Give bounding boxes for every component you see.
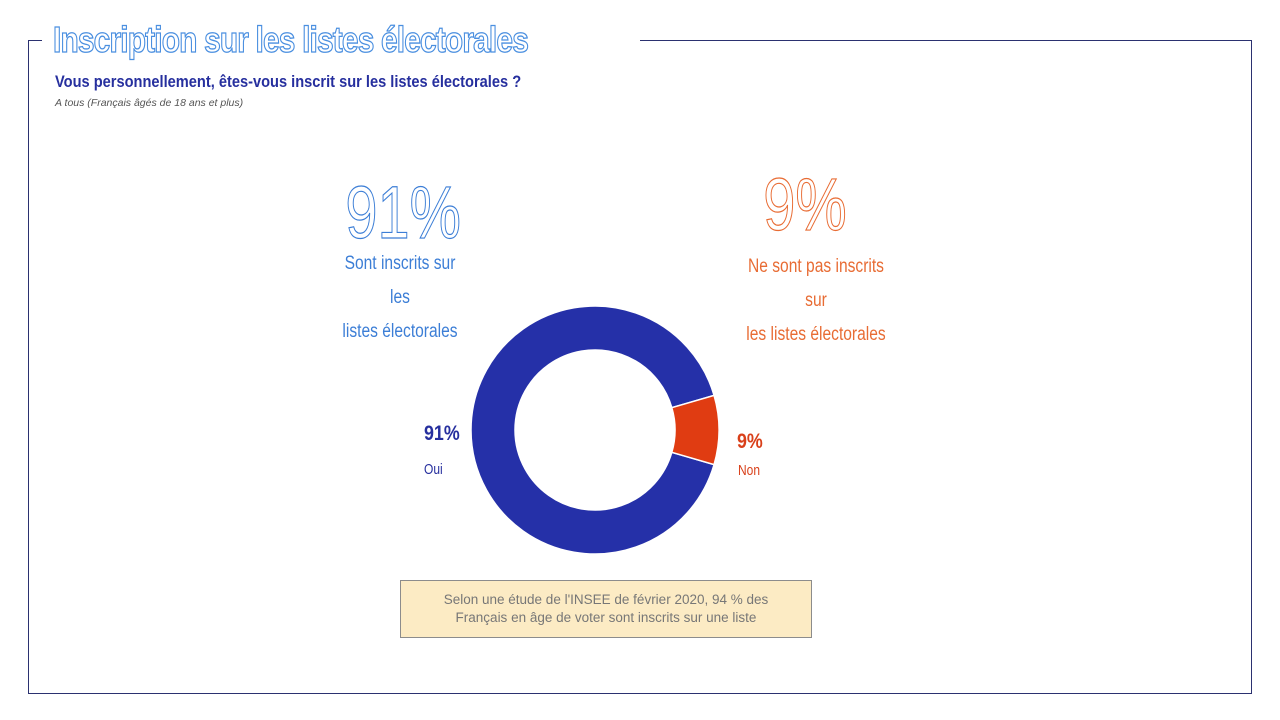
insee-note: Selon une étude de l'INSEE de février 20… [400,580,812,638]
non-value-label: 9% [737,430,763,453]
highlight-yes-label-line2: listes électorales [342,321,458,342]
highlight-yes-label: Sont inscrits sur les listes électorales [334,247,465,349]
title-background [42,20,640,60]
highlight-no-percent: 9% [763,163,847,246]
oui-category-label: Oui [424,461,443,478]
insee-note-line2: Français en âge de voter sont inscrits s… [455,610,757,625]
highlight-no-label-line1: Ne sont pas inscrits sur [748,256,884,311]
highlight-yes-label-line1: Sont inscrits sur les [344,253,456,308]
slide-frame [28,40,1252,694]
survey-base: A tous (Français âgés de 18 ans et plus) [55,97,244,109]
insee-note-line1: Selon une étude de l'INSEE de février 20… [443,592,769,607]
survey-question: Vous personnellement, êtes-vous inscrit … [55,72,522,91]
oui-value-label: 91% [424,422,460,445]
donut-slice-non [670,394,720,466]
page-title: Inscription sur les listes électorales [52,18,529,60]
donut-slice-oui [470,305,716,555]
non-category-label: Non [738,462,761,479]
highlight-no-label-line2: les listes électorales [746,324,886,345]
donut-chart [470,305,720,555]
highlight-yes-percent: 91% [345,171,461,254]
highlight-no-label: Ne sont pas inscrits sur les listes élec… [736,250,897,352]
